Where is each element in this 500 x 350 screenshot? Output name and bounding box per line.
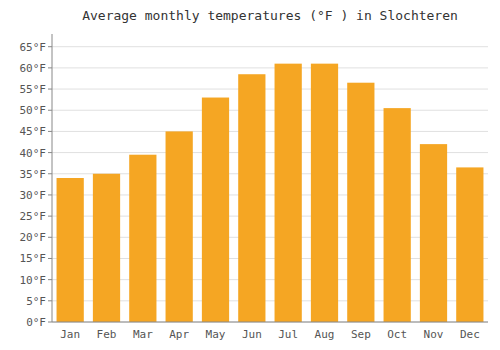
- y-tick: [48, 173, 52, 174]
- bar: [238, 74, 265, 322]
- y-tick: [48, 89, 52, 90]
- y-tick-label: 65°F: [20, 41, 47, 54]
- chart-container: Average monthly temperatures (°F ) in Sl…: [0, 0, 500, 350]
- y-tick: [48, 279, 52, 280]
- bar: [456, 167, 483, 322]
- bar: [311, 64, 338, 322]
- x-tick-label: Nov: [424, 328, 444, 341]
- x-tick-label: Jan: [60, 328, 80, 341]
- x-axis: Jan Feb Mar Apr May Jun Jul Aug Sep Oct Nov Dec: [60, 328, 480, 341]
- grid-line: [52, 46, 488, 47]
- grid-line: [52, 322, 488, 323]
- y-tick-label: 60°F: [20, 62, 47, 75]
- y-tick-label: 0°F: [26, 316, 46, 329]
- x-tick-label: Aug: [315, 328, 335, 341]
- x-tick-label: Jul: [278, 328, 298, 341]
- y-tick: [48, 110, 52, 111]
- y-tick-label: 20°F: [20, 231, 47, 244]
- grid-line: [52, 110, 488, 111]
- y-tick-label: 15°F: [20, 252, 47, 265]
- y-tick-label: 40°F: [20, 147, 47, 160]
- chart-svg: Average monthly temperatures (°F ) in Sl…: [0, 0, 500, 350]
- y-tick: [48, 216, 52, 217]
- bar: [93, 174, 120, 322]
- y-tick: [48, 67, 52, 68]
- bar: [347, 83, 374, 322]
- bars: [57, 64, 484, 322]
- x-tick-label: Jun: [242, 328, 262, 341]
- x-tick-label: Feb: [97, 328, 117, 341]
- grid-line: [52, 131, 488, 132]
- y-tick-label: 50°F: [20, 104, 47, 117]
- y-tick-label: 30°F: [20, 189, 47, 202]
- title: Average monthly temperatures (°F ) in Sl…: [82, 8, 458, 23]
- bar: [420, 144, 447, 322]
- y-tick: [48, 300, 52, 301]
- bar: [57, 178, 84, 322]
- y-tick-label: 5°F: [26, 295, 46, 308]
- x-tick-label: Oct: [387, 328, 407, 341]
- y-tick-label: 55°F: [20, 83, 47, 96]
- bar: [166, 131, 193, 322]
- y-tick-label: 35°F: [20, 168, 47, 181]
- bar: [384, 108, 411, 322]
- y-axis-line: [52, 34, 53, 322]
- bar: [202, 98, 229, 322]
- grid: [52, 47, 488, 322]
- y-tick: [48, 152, 52, 153]
- y-tick-label: 25°F: [20, 210, 47, 223]
- x-tick-label: Apr: [169, 328, 189, 341]
- bar: [275, 64, 302, 322]
- y-axis: 0°F 5°F 10°F 15°F 20°F 25°F 30°F 35°F 40°F 45°F 50…: [20, 41, 53, 329]
- grid-line: [52, 67, 488, 68]
- y-tick: [48, 258, 52, 259]
- y-tick: [48, 131, 52, 132]
- y-tick: [48, 322, 52, 323]
- x-axis-line: [52, 322, 488, 323]
- x-tick-label: Dec: [460, 328, 480, 341]
- y-tick: [48, 237, 52, 238]
- page: {"chart_data": {"type": "bar", "title": …: [0, 0, 500, 350]
- y-tick: [48, 194, 52, 195]
- y-tick: [48, 46, 52, 47]
- bar: [129, 155, 156, 322]
- x-tick-label: Mar: [133, 328, 153, 341]
- y-tick-label: 45°F: [20, 125, 47, 138]
- x-tick-label: Sep: [351, 328, 371, 341]
- x-tick-label: May: [206, 328, 226, 341]
- y-tick-label: 10°F: [20, 274, 47, 287]
- grid-line: [52, 89, 488, 90]
